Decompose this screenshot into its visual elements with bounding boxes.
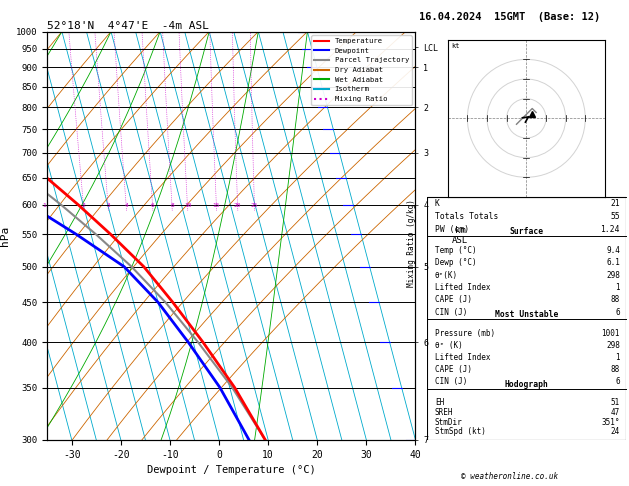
Text: Most Unstable: Most Unstable: [494, 311, 558, 319]
Bar: [427, 197, 626, 440]
Text: EH: EH: [435, 398, 444, 407]
Text: Mixing Ratio (g/kg): Mixing Ratio (g/kg): [408, 199, 416, 287]
Text: Lifted Index: Lifted Index: [435, 353, 490, 362]
Text: 16.04.2024  15GMT  (Base: 12): 16.04.2024 15GMT (Base: 12): [419, 12, 600, 22]
Text: 6: 6: [615, 377, 620, 386]
Text: 55: 55: [610, 212, 620, 221]
Legend: Temperature, Dewpoint, Parcel Trajectory, Dry Adiabat, Wet Adiabat, Isotherm, Mi: Temperature, Dewpoint, Parcel Trajectory…: [311, 35, 412, 105]
Text: 3: 3: [106, 203, 110, 208]
Text: CIN (J): CIN (J): [435, 308, 467, 316]
Text: 6: 6: [151, 203, 155, 208]
Text: CAPE (J): CAPE (J): [435, 365, 472, 374]
Text: CIN (J): CIN (J): [435, 377, 467, 386]
Text: 351°: 351°: [601, 417, 620, 427]
Text: CAPE (J): CAPE (J): [435, 295, 472, 304]
Text: 47: 47: [611, 408, 620, 417]
Text: θᵉ(K): θᵉ(K): [435, 271, 458, 279]
X-axis label: Dewpoint / Temperature (°C): Dewpoint / Temperature (°C): [147, 465, 316, 475]
Text: 24: 24: [611, 428, 620, 436]
Text: StmDir: StmDir: [435, 417, 462, 427]
Text: 21: 21: [610, 199, 620, 208]
Text: 6: 6: [615, 308, 620, 316]
Text: θᵉ (K): θᵉ (K): [435, 341, 462, 350]
Text: 1.24: 1.24: [601, 225, 620, 234]
Y-axis label: km
ASL: km ASL: [452, 226, 469, 245]
Text: 52°18'N  4°47'E  -4m ASL: 52°18'N 4°47'E -4m ASL: [47, 21, 209, 31]
Text: StmSpd (kt): StmSpd (kt): [435, 428, 486, 436]
Text: 9.4: 9.4: [606, 246, 620, 255]
Text: Dewp (°C): Dewp (°C): [435, 258, 476, 267]
Text: 20: 20: [234, 203, 242, 208]
Text: 1001: 1001: [601, 329, 620, 338]
Text: 25: 25: [251, 203, 259, 208]
Text: K: K: [435, 199, 440, 208]
Text: 10: 10: [184, 203, 191, 208]
Text: SREH: SREH: [435, 408, 454, 417]
Text: 1: 1: [615, 353, 620, 362]
Text: 4: 4: [125, 203, 128, 208]
Y-axis label: hPa: hPa: [1, 226, 11, 246]
Text: Surface: Surface: [509, 226, 543, 236]
Text: 1: 1: [615, 283, 620, 292]
Text: 88: 88: [611, 295, 620, 304]
Text: 2: 2: [82, 203, 86, 208]
Text: © weatheronline.co.uk: © weatheronline.co.uk: [461, 472, 558, 481]
Text: 1: 1: [42, 203, 46, 208]
Text: PW (cm): PW (cm): [435, 225, 469, 234]
Text: Hodograph: Hodograph: [504, 380, 548, 389]
Text: 298: 298: [606, 341, 620, 350]
Text: Totals Totals: Totals Totals: [435, 212, 498, 221]
Text: 6.1: 6.1: [606, 258, 620, 267]
Text: Pressure (mb): Pressure (mb): [435, 329, 495, 338]
Text: 15: 15: [213, 203, 220, 208]
Text: Lifted Index: Lifted Index: [435, 283, 490, 292]
Text: 298: 298: [606, 271, 620, 279]
Text: 8: 8: [170, 203, 174, 208]
Text: 51: 51: [611, 398, 620, 407]
Text: Temp (°C): Temp (°C): [435, 246, 476, 255]
Text: 88: 88: [611, 365, 620, 374]
